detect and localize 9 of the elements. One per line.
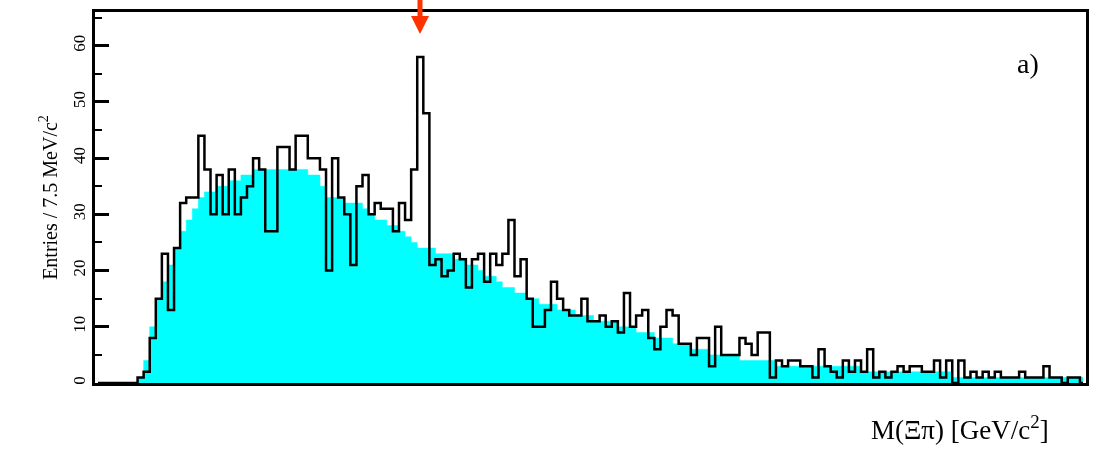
y-tick-label: 50 bbox=[70, 90, 90, 108]
y-tick-label: 40 bbox=[70, 147, 90, 165]
annotation: a) bbox=[1017, 48, 1039, 79]
y-tick-label: 10 bbox=[70, 315, 90, 333]
y-tick-label: 30 bbox=[70, 203, 90, 221]
x-axis-title: M(Ξπ) [GeV/c$^{2}$] bbox=[871, 411, 1049, 446]
y-tick-label: 20 bbox=[70, 259, 90, 277]
y-tick-label: 60 bbox=[70, 34, 90, 52]
y-tick-label: 0 bbox=[70, 376, 90, 385]
